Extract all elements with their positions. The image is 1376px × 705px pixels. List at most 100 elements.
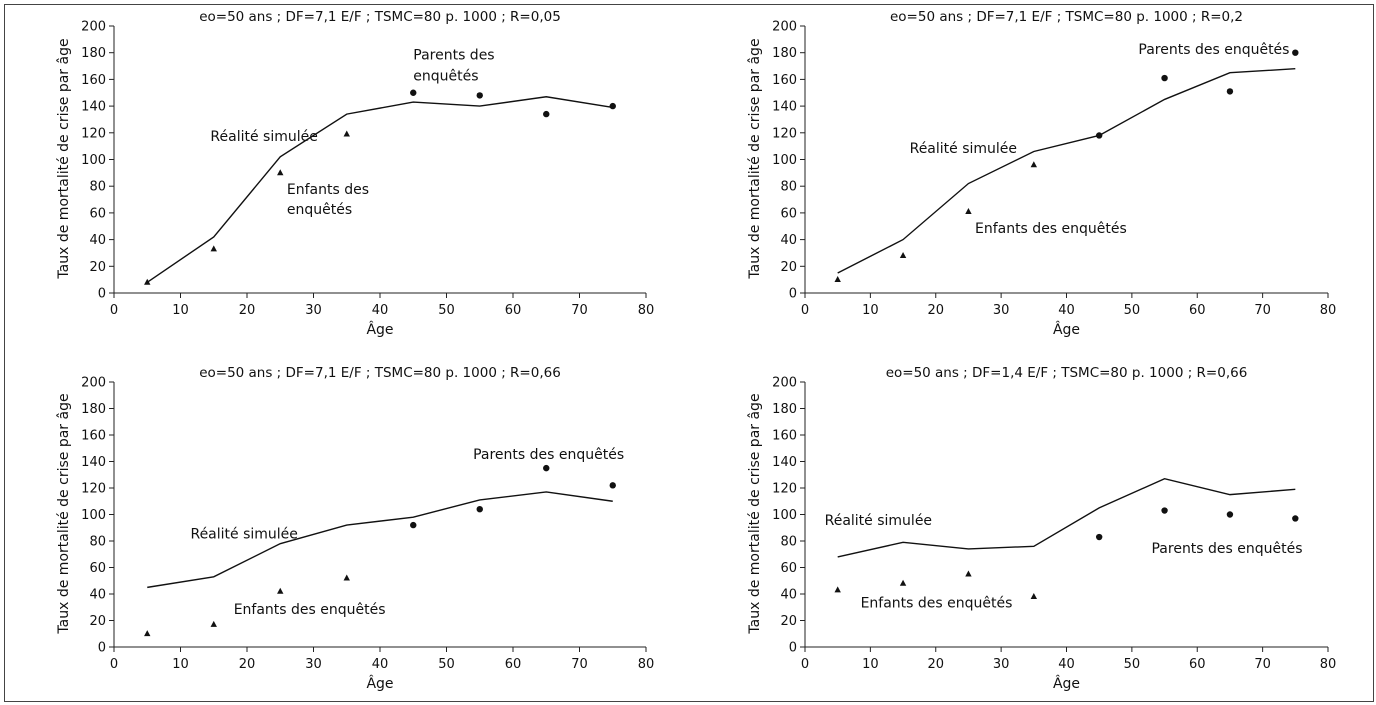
x-tick-label: 70 bbox=[1254, 303, 1271, 318]
x-axis-label: Âge bbox=[366, 674, 393, 692]
x-tick-label: 0 bbox=[110, 303, 118, 318]
x-tick-label: 10 bbox=[172, 657, 189, 672]
series-annotation: Réalité simulée bbox=[190, 526, 297, 542]
point-parents-des-enquetes bbox=[543, 464, 550, 472]
series-annotation: Enfants des enquêtés bbox=[975, 221, 1127, 237]
y-tick-label: 0 bbox=[789, 287, 797, 302]
y-tick-label: 20 bbox=[780, 614, 797, 629]
y-tick-label: 0 bbox=[789, 641, 797, 656]
x-tick-label: 0 bbox=[801, 303, 809, 318]
y-tick-label: 140 bbox=[772, 455, 797, 470]
chart-panel-1: 0 20 40 60 80 100 120 140 160 180 200 0 10 20 30 40 50 60… bbox=[56, 9, 654, 338]
point-parents-des-enquetes bbox=[1292, 49, 1299, 56]
point-enfants-des-enquetes bbox=[899, 252, 907, 259]
x-axis-label: Âge bbox=[366, 320, 393, 338]
x-tick-label: 30 bbox=[305, 657, 322, 672]
chart-title: eo=50 ans ; DF=7,1 E/F ; TSMC=80 p. 1000… bbox=[199, 9, 561, 25]
point-parents-des-enquetes bbox=[609, 482, 616, 489]
series-annotation: Enfants des bbox=[287, 182, 369, 198]
x-tick-label: 20 bbox=[927, 303, 944, 318]
y-axis-label: Taux de mortalité de crise par âge bbox=[56, 38, 72, 279]
y-tick-label: 80 bbox=[780, 535, 797, 550]
point-parents-des-enquetes bbox=[1095, 132, 1103, 139]
point-parents-des-enquetes bbox=[476, 92, 483, 99]
point-enfants-des-enquetes bbox=[899, 579, 907, 586]
x-tick-label: 30 bbox=[993, 303, 1010, 318]
chart-panel-2: 0 20 40 60 80 100 120 140 160 180 200 0 10 20 30 40 50 60… bbox=[747, 9, 1336, 338]
y-tick-label: 120 bbox=[772, 126, 797, 141]
point-parents-des-enquetes bbox=[410, 89, 417, 96]
figure: 0 20 40 60 80 100 120 140 160 180 200 0 10 20 30 40 50 60… bbox=[4, 4, 1374, 702]
y-tick-label: 160 bbox=[772, 429, 797, 444]
series-annotation: enquêtés bbox=[287, 202, 352, 218]
point-enfants-des-enquetes bbox=[1030, 161, 1038, 168]
y-tick-label: 160 bbox=[81, 429, 106, 444]
series-line-realite-simulee bbox=[837, 477, 1296, 558]
x-tick-label: 80 bbox=[1320, 657, 1337, 672]
x-tick-label: 40 bbox=[372, 657, 389, 672]
x-tick-label: 40 bbox=[1058, 303, 1075, 318]
y-tick-label: 80 bbox=[89, 535, 106, 550]
y-tick-label: 60 bbox=[89, 206, 106, 221]
y-tick-label: 80 bbox=[89, 180, 106, 195]
y-tick-label: 60 bbox=[780, 561, 797, 576]
point-enfants-des-enquetes bbox=[965, 570, 972, 577]
y-tick-label: 100 bbox=[772, 508, 797, 523]
x-tick-label: 80 bbox=[638, 657, 655, 672]
y-tick-label: 80 bbox=[780, 180, 797, 195]
x-tick-label: 50 bbox=[438, 657, 455, 672]
series-annotation: Parents des enquêtés bbox=[1151, 541, 1302, 557]
chart-title: eo=50 ans ; DF=7,1 E/F ; TSMC=80 p. 1000… bbox=[890, 9, 1243, 25]
x-tick-label: 80 bbox=[1320, 303, 1337, 318]
y-tick-label: 40 bbox=[780, 588, 797, 603]
y-tick-label: 100 bbox=[772, 153, 797, 168]
x-tick-label: 10 bbox=[172, 303, 189, 318]
y-tick-label: 20 bbox=[89, 260, 106, 275]
series-annotation: Réalité simulée bbox=[210, 129, 317, 145]
x-tick-label: 60 bbox=[505, 303, 522, 318]
y-tick-label: 40 bbox=[780, 233, 797, 248]
y-tick-label: 140 bbox=[81, 100, 106, 115]
y-tick-label: 180 bbox=[81, 402, 106, 417]
point-parents-des-enquetes bbox=[1226, 511, 1234, 518]
x-tick-label: 0 bbox=[801, 657, 809, 672]
series-annotation: Réalité simulée bbox=[825, 513, 932, 529]
y-tick-label: 140 bbox=[772, 100, 797, 115]
y-tick-label: 100 bbox=[81, 508, 106, 523]
y-tick-label: 120 bbox=[81, 482, 106, 497]
point-parents-des-enquetes bbox=[1161, 507, 1168, 514]
series-line-realite-simulee bbox=[147, 491, 613, 589]
x-tick-label: 10 bbox=[862, 303, 879, 318]
chart-panel-4: 0 20 40 60 80 100 120 140 160 180 200 0 10 20 30 40 50 60… bbox=[747, 365, 1336, 692]
x-tick-label: 20 bbox=[927, 657, 944, 672]
y-tick-label: 200 bbox=[772, 376, 797, 391]
point-parents-des-enquetes bbox=[1095, 533, 1103, 541]
y-tick-label: 200 bbox=[772, 20, 797, 35]
y-tick-label: 200 bbox=[81, 376, 106, 391]
x-tick-label: 0 bbox=[110, 657, 118, 672]
series-annotation: Parents des enquêtés bbox=[1138, 42, 1289, 58]
y-tick-label: 180 bbox=[81, 46, 106, 61]
series-annotation: Enfants des enquêtés bbox=[234, 602, 386, 618]
point-parents-des-enquetes bbox=[1161, 74, 1168, 82]
x-tick-label: 50 bbox=[1124, 657, 1141, 672]
point-enfants-des-enquetes bbox=[834, 586, 841, 593]
y-tick-label: 160 bbox=[772, 73, 797, 88]
point-enfants-des-enquetes bbox=[144, 278, 151, 285]
point-parents-des-enquetes bbox=[410, 521, 417, 529]
series-line-realite-simulee bbox=[837, 68, 1296, 274]
x-tick-label: 80 bbox=[638, 303, 655, 318]
y-tick-label: 100 bbox=[81, 153, 106, 168]
point-enfants-des-enquetes bbox=[343, 130, 350, 137]
point-enfants-des-enquetes bbox=[834, 276, 841, 283]
y-tick-label: 20 bbox=[89, 614, 106, 629]
point-enfants-des-enquetes bbox=[965, 207, 972, 214]
y-tick-label: 180 bbox=[772, 46, 797, 61]
y-tick-label: 60 bbox=[89, 561, 106, 576]
x-tick-label: 40 bbox=[372, 303, 389, 318]
y-tick-label: 60 bbox=[780, 206, 797, 221]
x-tick-label: 60 bbox=[1189, 303, 1206, 318]
series-annotation: Parents des bbox=[413, 47, 494, 63]
x-tick-label: 70 bbox=[571, 657, 588, 672]
